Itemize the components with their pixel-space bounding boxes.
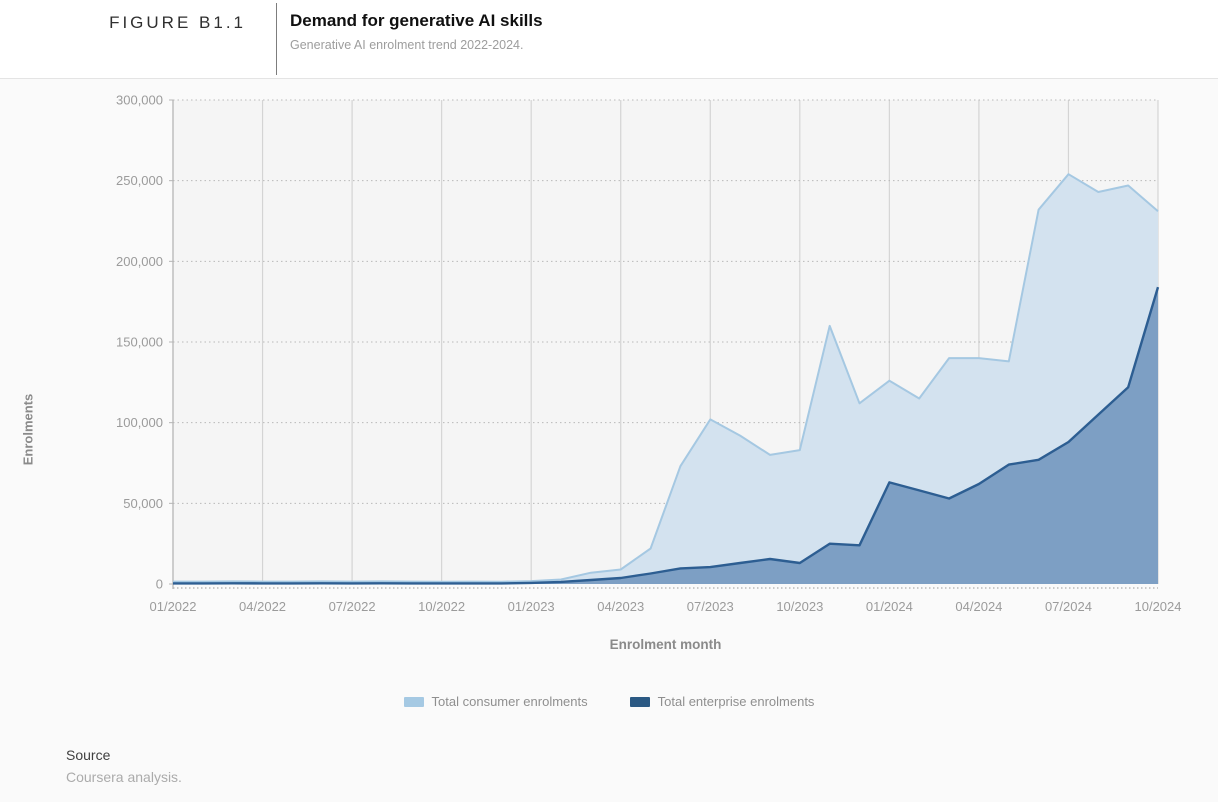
x-tick-label: 07/2024 <box>1045 599 1092 614</box>
y-tick-label: 250,000 <box>116 173 163 188</box>
x-tick-label: 10/2023 <box>776 599 823 614</box>
x-tick-label: 10/2024 <box>1135 599 1182 614</box>
legend-label-enterprise: Total enterprise enrolments <box>657 694 815 709</box>
consumer-legend-swatch-icon <box>403 696 424 707</box>
consumer-area <box>173 174 1158 584</box>
x-axis-title: Enrolment month <box>609 637 722 652</box>
x-tick-label: 04/2024 <box>955 599 1002 614</box>
y-tick-label: 150,000 <box>116 335 163 350</box>
consumer-line <box>173 173 1159 583</box>
figure-header: FIGURE B1.1 Demand for generative AI ski… <box>0 0 1218 79</box>
legend-item-enterprise: Total enterprise enrolments <box>629 694 815 709</box>
enterprise-area <box>173 287 1158 584</box>
chart-title: Demand for generative AI skills <box>290 11 543 30</box>
chart-legend: Total consumer enrolments Total enterpri… <box>0 694 1218 709</box>
y-tick-label: 100,000 <box>116 415 163 430</box>
enterprise-line <box>173 286 1160 585</box>
y-axis-title: Enrolments <box>20 393 36 466</box>
enterprise-legend-swatch-icon <box>629 696 650 707</box>
source-heading: Source <box>66 747 111 763</box>
figure-number-label: FIGURE B1.1 <box>109 13 246 32</box>
legend-item-consumer: Total consumer enrolments <box>403 694 588 709</box>
x-tick-label: 01/2023 <box>508 599 555 614</box>
x-tick-label: 04/2023 <box>597 599 644 614</box>
x-tick-label: 04/2022 <box>239 599 286 614</box>
y-tick-label: 50,000 <box>123 496 163 511</box>
source-text: Coursera analysis. <box>66 769 182 785</box>
y-tick-label: 300,000 <box>116 93 163 108</box>
x-tick-label: 01/2024 <box>866 599 913 614</box>
x-tick-label: 01/2022 <box>150 599 197 614</box>
y-tick-label: 0 <box>156 577 163 592</box>
header-divider <box>276 3 277 75</box>
x-tick-label: 10/2022 <box>418 599 465 614</box>
chart-subtitle: Generative AI enrolment trend 2022-2024. <box>290 38 524 52</box>
enrolment-trend-chart: 0 50,000 100,000 150,000 200,000 250,000 300,0… <box>116 93 1182 615</box>
y-tick-label: 200,000 <box>116 254 163 269</box>
chart-area: 0 50,000 100,000 150,000 200,000 250,000 300,0… <box>0 79 1218 802</box>
legend-label-consumer: Total consumer enrolments <box>431 694 588 709</box>
x-tick-label: 07/2023 <box>687 599 734 614</box>
x-tick-label: 07/2022 <box>329 599 376 614</box>
